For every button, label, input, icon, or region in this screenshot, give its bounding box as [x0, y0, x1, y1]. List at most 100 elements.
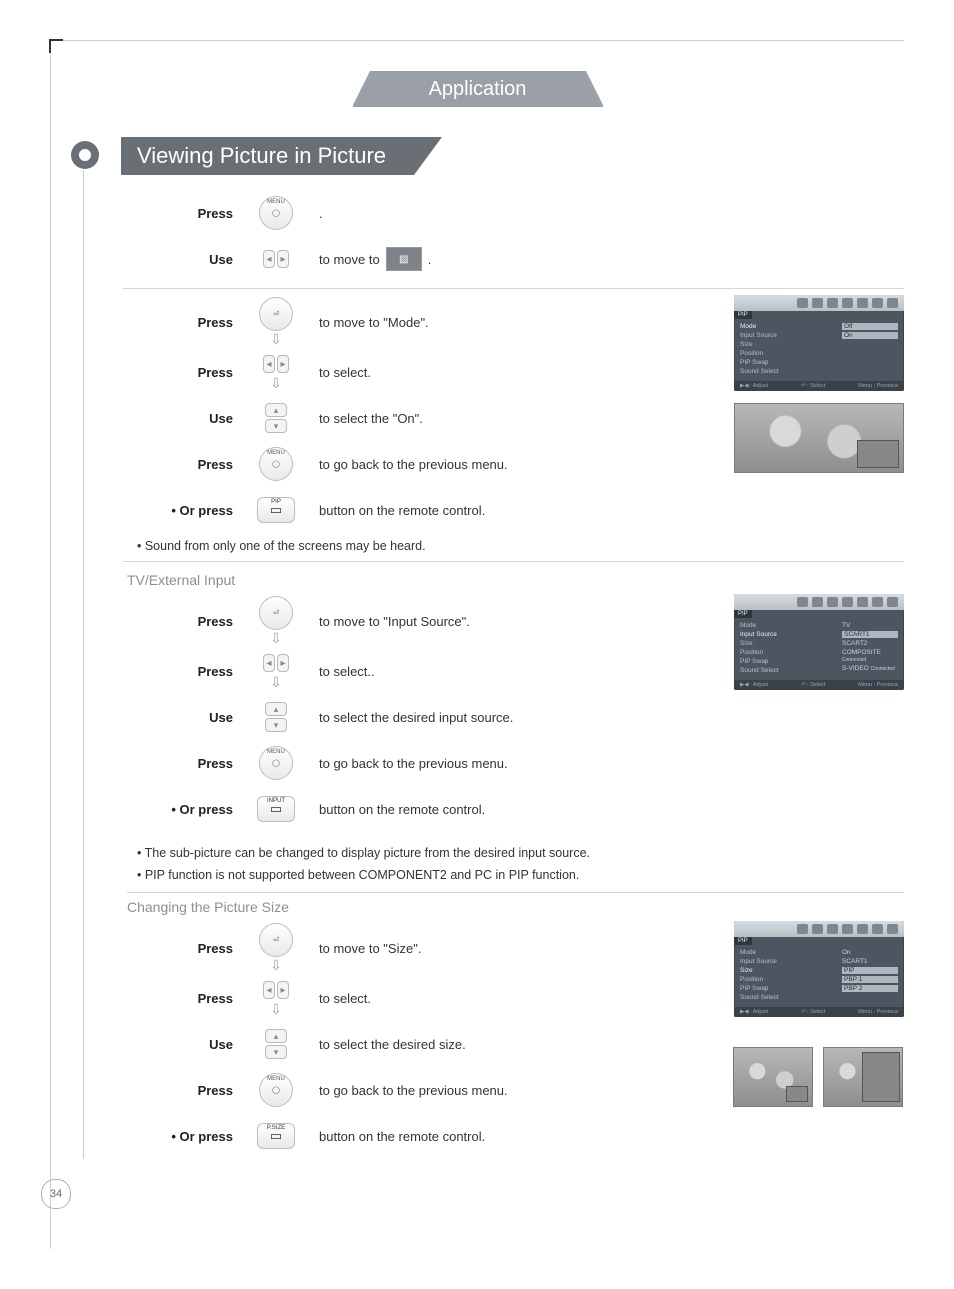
- step-row: Press MENU◯ to go back to the previous m…: [123, 1067, 719, 1113]
- step-label: Press: [123, 457, 233, 472]
- step-text: to select..: [319, 664, 719, 679]
- step-label: Use: [123, 1037, 233, 1052]
- icon-slot: ◂▸ ⇩: [251, 353, 301, 391]
- step-text: to select.: [319, 365, 719, 380]
- osd-foot-text: ▶◀ : Adjust: [740, 1009, 768, 1015]
- step-label: Press: [123, 664, 233, 679]
- osd-foot-text: Menu : Previous: [858, 383, 898, 389]
- osd-foot-text: ▶◀ : Adjust: [740, 682, 768, 688]
- right-column: PIP Mode Input Source Size Position PIP …: [729, 295, 904, 533]
- osd-menu-item: Size: [740, 341, 834, 348]
- note-text: • The sub-picture can be changed to disp…: [137, 846, 904, 860]
- osd-menu-item: Position: [740, 976, 834, 983]
- step-label: Press: [123, 315, 233, 330]
- step-text: button on the remote control.: [319, 802, 719, 817]
- osd-menu-col: Mode Input Source Size Position PIP Swap…: [740, 323, 834, 375]
- icon-caption: MENU: [267, 199, 285, 205]
- left-right-icon: ◂▸: [255, 248, 297, 270]
- step-label: Press: [123, 206, 233, 221]
- step-text: to select the desired size.: [319, 1037, 719, 1052]
- step-label: • Or press: [123, 802, 233, 817]
- sample-thumbnail: [733, 1047, 813, 1107]
- separator: [123, 561, 904, 562]
- osd-value: SCART1: [842, 958, 898, 965]
- section-title-wrap: Viewing Picture in Picture: [121, 137, 904, 175]
- osd-screenshot: PIP Mode Input Source Size Position PIP …: [734, 921, 904, 1017]
- step-row: • Or press PIP▭ button on the remote con…: [123, 487, 719, 533]
- step-row: Press ⏎ ⇩ to move to "Size".: [123, 921, 719, 975]
- icon-slot: ◂▸ ⇩: [251, 979, 301, 1017]
- header-tab: Application: [353, 71, 603, 107]
- osd-menu-item: PIP Swap: [740, 658, 834, 665]
- step-row: • Or press P.SIZE▭ button on the remote …: [123, 1113, 719, 1159]
- icon-slot: MENU◯: [251, 1073, 301, 1107]
- separator: [123, 288, 904, 289]
- pip-screen-icon: ▧: [386, 247, 422, 271]
- osd-value: S-VIDEO Connected: [842, 665, 898, 672]
- icon-slot: ▴▾: [251, 697, 301, 737]
- osd-tabbar: [734, 295, 904, 311]
- osd-menu-item: Size: [740, 640, 834, 647]
- osd-menu-item: Input Source: [740, 332, 834, 339]
- section-title: Viewing Picture in Picture: [121, 137, 414, 175]
- vertical-line: [83, 170, 84, 1159]
- down-arrow-icon: ⇩: [270, 1002, 282, 1016]
- step-label: • Or press: [123, 503, 233, 518]
- osd-foot-text: ⏎ : Select: [801, 682, 825, 688]
- menu-button-icon: MENU◯: [259, 196, 293, 230]
- osd-menu-item: Sound Select: [740, 994, 834, 1001]
- step-label: • Or press: [123, 1129, 233, 1144]
- osd-menu-item: Input Source: [740, 958, 834, 965]
- osd-menu-item: Position: [740, 649, 834, 656]
- left-right-icon: ◂▸: [255, 979, 297, 1001]
- osd-foot-text: Menu : Previous: [858, 1009, 898, 1015]
- osd-title: PIP: [734, 610, 752, 618]
- icon-slot: P.SIZE▭: [251, 1123, 301, 1149]
- icon-slot: ⏎ ⇩: [251, 297, 301, 347]
- input-button-icon: INPUT▭: [257, 796, 295, 822]
- sample-thumbnail: [734, 403, 904, 473]
- step-text: button on the remote control.: [319, 1129, 719, 1144]
- step-text: .: [319, 206, 904, 221]
- osd-menu-item: Sound Select: [740, 667, 834, 674]
- sample-thumbnail: [823, 1047, 903, 1107]
- step-label: Press: [123, 941, 233, 956]
- osd-value: Off: [842, 323, 898, 330]
- osd-value: PIP: [842, 967, 898, 974]
- pip-overlay: [786, 1086, 808, 1102]
- note-text: • Sound from only one of the screens may…: [137, 539, 904, 553]
- osd-value-col: TV SCART1 SCART2 COMPOSITE Connected S-V…: [842, 622, 898, 674]
- step-label: Press: [123, 756, 233, 771]
- osd-menu-item: PIP Swap: [740, 359, 834, 366]
- down-arrow-icon: ⇩: [270, 958, 282, 972]
- step-text: to go back to the previous menu.: [319, 1083, 719, 1098]
- icon-slot: ▴▾: [251, 1024, 301, 1064]
- step-label: Press: [123, 1083, 233, 1098]
- osd-title: PIP: [734, 937, 752, 945]
- icon-caption: PIP: [271, 499, 281, 505]
- osd-foot-text: ⏎ : Select: [801, 383, 825, 389]
- left-right-icon: ◂▸: [255, 652, 297, 674]
- osd-value-col: On SCART1 PIP PBP 1 PBP 2: [842, 949, 898, 1001]
- icon-slot: PIP▭: [251, 497, 301, 523]
- down-arrow-icon: ⇩: [270, 631, 282, 645]
- icon-caption: MENU: [267, 749, 285, 755]
- osd-foot-text: ⏎ : Select: [801, 1009, 825, 1015]
- step-label: Use: [123, 411, 233, 426]
- osd-menu-col: Mode Input Source Size Position PIP Swap…: [740, 622, 834, 674]
- page-outline: Application Viewing Picture in Picture P…: [50, 40, 904, 1249]
- icon-slot: ◂▸: [251, 248, 301, 270]
- step-row: Press ◂▸ ⇩ to select.: [123, 349, 719, 395]
- step-text: to move to "Size".: [319, 941, 719, 956]
- subsection-heading: Changing the Picture Size: [127, 892, 904, 915]
- step-text: to select the "On".: [319, 411, 719, 426]
- pip-overlay: [857, 440, 899, 468]
- menu-button-icon: MENU◯: [259, 447, 293, 481]
- step-row: Use ◂▸ to move to ▧ .: [123, 236, 904, 282]
- up-down-icon: ▴▾: [261, 1024, 291, 1064]
- icon-slot: MENU◯: [251, 746, 301, 780]
- icon-caption: MENU: [267, 1076, 285, 1082]
- step-row: Press MENU◯ to go back to the previous m…: [123, 740, 719, 786]
- enter-button-icon: ⏎: [259, 923, 293, 957]
- osd-foot-text: ▶◀ : Adjust: [740, 383, 768, 389]
